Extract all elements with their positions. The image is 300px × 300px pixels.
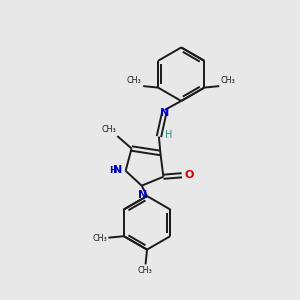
Text: CH₃: CH₃ xyxy=(102,125,116,134)
Text: CH₃: CH₃ xyxy=(138,266,152,275)
Text: CH₃: CH₃ xyxy=(221,76,236,85)
Text: CH₃: CH₃ xyxy=(127,76,142,85)
Text: N: N xyxy=(138,190,147,200)
Text: H: H xyxy=(166,130,173,140)
Text: N: N xyxy=(160,108,170,118)
Text: O: O xyxy=(185,170,194,180)
Text: N: N xyxy=(113,165,122,175)
Text: H: H xyxy=(109,166,117,175)
Text: CH₃: CH₃ xyxy=(92,234,107,243)
